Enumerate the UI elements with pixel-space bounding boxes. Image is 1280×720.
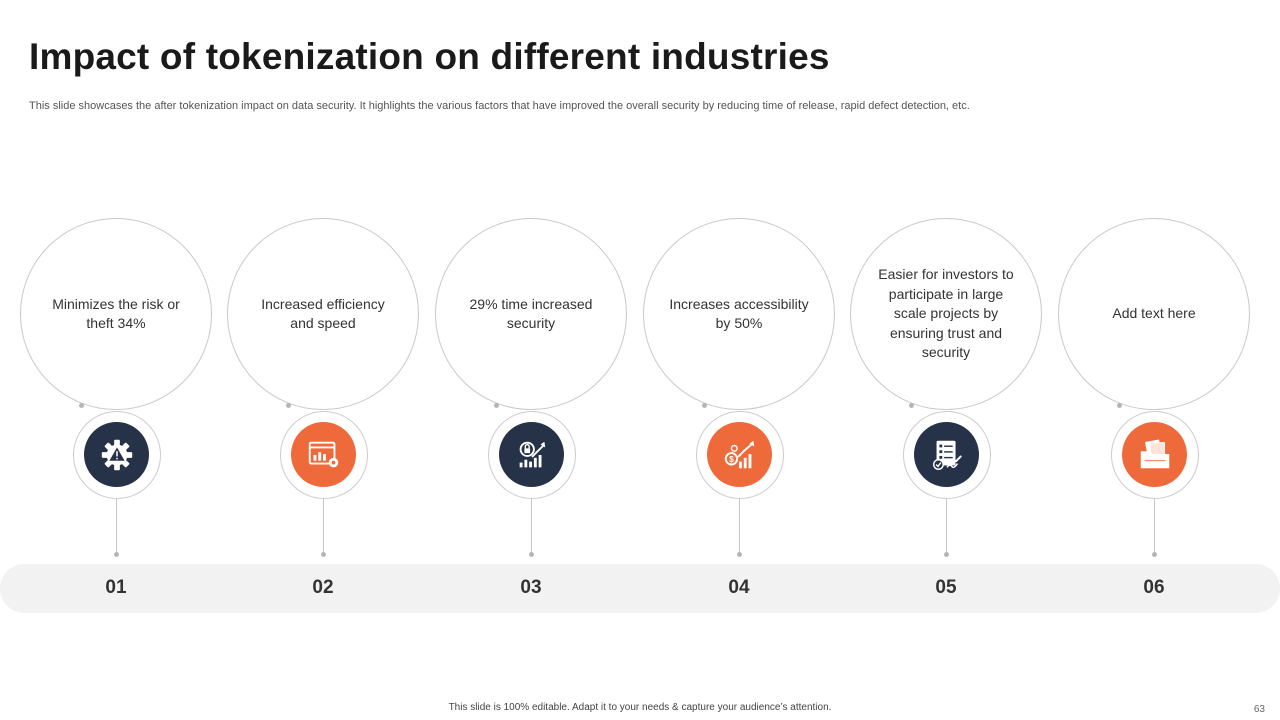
- connector-dot: [1152, 552, 1157, 557]
- slide-title: Impact of tokenization on different indu…: [29, 36, 830, 77]
- gear-warning-icon: [84, 422, 149, 487]
- connector-dot: [944, 552, 949, 557]
- connector-line: [739, 499, 740, 553]
- step-number: 06: [1143, 577, 1165, 598]
- connector-dot: [494, 403, 499, 408]
- text-bubble: Increases accessibility by 50%: [643, 218, 835, 410]
- connector-line: [116, 499, 117, 553]
- connector-dot: [286, 403, 291, 408]
- step-text: Easier for investors to participate in l…: [878, 266, 1014, 361]
- step-text: Add text here: [1112, 305, 1196, 322]
- step-text: Increased efficiency and speed: [261, 295, 385, 332]
- step-text: Minimizes the risk or theft 34%: [52, 295, 180, 332]
- step-2: Increased efficiency and speed 02: [207, 0, 439, 620]
- number-bar: [0, 564, 1280, 613]
- step-6: Add text here 06: [1038, 0, 1270, 620]
- connector-dot: [79, 403, 84, 408]
- connector-line: [946, 499, 947, 553]
- connector-line: [1154, 499, 1155, 553]
- text-bubble: 29% time increased security: [435, 218, 627, 410]
- step-number: 05: [935, 577, 957, 598]
- text-bubble: Add text here: [1058, 218, 1250, 410]
- text-bubble: Increased efficiency and speed: [227, 218, 419, 410]
- footer-note: This slide is 100% editable. Adapt it to…: [448, 702, 832, 713]
- svg-text:$: $: [729, 454, 734, 464]
- step-number: 04: [728, 577, 750, 598]
- text-bubble: Minimizes the risk or theft 34%: [20, 218, 212, 410]
- step-number: 03: [520, 577, 542, 598]
- connector-dot: [529, 552, 534, 557]
- step-5: Easier for investors to participate in l…: [830, 0, 1062, 620]
- connector-dot: [1117, 403, 1122, 408]
- step-number: 02: [312, 577, 334, 598]
- connector-dot: [909, 403, 914, 408]
- slide-subtitle: This slide showcases the after tokenizat…: [29, 100, 970, 112]
- connector-dot: [321, 552, 326, 557]
- text-bubble: Easier for investors to participate in l…: [850, 218, 1042, 410]
- connector-dot: [702, 403, 707, 408]
- browser-chart-gear-icon: [291, 422, 356, 487]
- connector-dot: [737, 552, 742, 557]
- page-number: 63: [1253, 704, 1265, 715]
- money-growth-icon: $: [707, 422, 772, 487]
- step-text: 29% time increased security: [469, 295, 593, 332]
- step-3: 29% time increased security 03: [415, 0, 647, 620]
- checklist-signature-icon: [914, 422, 979, 487]
- step-1: Minimizes the risk or theft 34% 01: [0, 0, 232, 620]
- connector-line: [323, 499, 324, 553]
- folder-documents-icon: [1122, 422, 1187, 487]
- step-text: Increases accessibility by 50%: [669, 295, 809, 332]
- lock-growth-chart-icon: [499, 422, 564, 487]
- connector-line: [531, 499, 532, 553]
- connector-dot: [114, 552, 119, 557]
- step-number: 01: [105, 577, 127, 598]
- step-4: Increases accessibility by 50% $ 04: [623, 0, 855, 620]
